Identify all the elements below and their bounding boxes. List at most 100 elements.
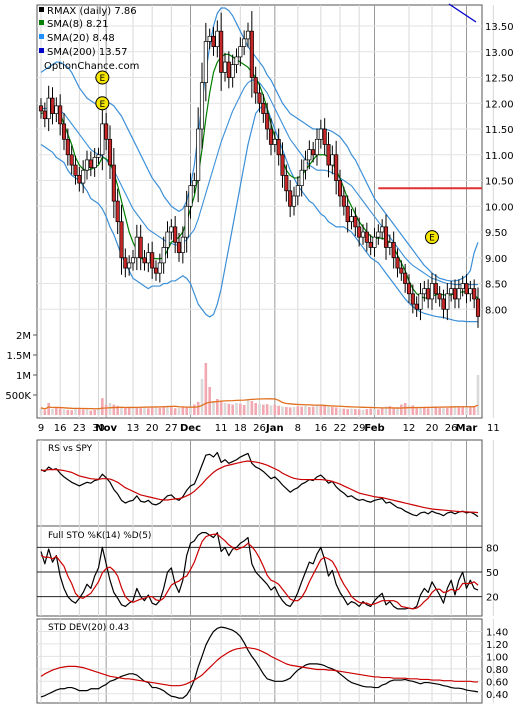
volume-bar [85,409,89,415]
candle-down [219,30,224,73]
candle-down [383,226,389,248]
volume-bar [239,403,242,415]
candle-up [272,138,277,145]
candle-down [77,175,82,184]
volume-bar [193,404,196,415]
candle-up [307,149,312,161]
x-tick-label: 27 [165,423,178,434]
volume-bar [78,408,81,415]
x-tick-label: Nov [95,423,117,434]
volume-bar [423,407,426,415]
x-tick-label: Jan [265,423,284,434]
sto-panel-title: Full STO %K(14) %D(5) [48,531,151,541]
candle-down [88,159,93,168]
volume-bar [39,407,43,415]
std-y-tick-label: 1.40 [486,627,508,638]
candle-down [176,241,182,253]
candle-up [199,82,205,130]
volume-bar [235,403,238,415]
volume-bar [223,403,227,415]
candle-down [42,110,47,120]
volume-bar [108,403,112,415]
volume-bar [62,409,66,415]
candle-down [115,200,120,223]
candles: E E E [38,11,481,328]
candle-up [238,46,243,58]
volume-bar [472,406,476,415]
earnings-marker [95,96,110,111]
volume-bar [288,407,292,415]
volume-bar [438,407,441,415]
candle-up [81,169,86,184]
candle-down [104,123,109,140]
x-tick-label: 12 [403,423,416,434]
candle-up [92,156,97,168]
candle-up [215,30,220,47]
volume-bar [365,409,369,415]
candle-down [69,154,74,166]
x-tick-label: 20 [146,423,159,434]
candle-up [169,226,174,233]
volume-bar [104,405,108,415]
volume-bar [350,408,353,415]
candle-up [372,236,377,248]
candle-up [376,231,381,238]
candle-up [303,159,308,171]
candle-down [410,293,415,305]
candle-up [196,128,201,181]
volume-bar [292,407,296,415]
volume-bar [269,405,273,415]
volume-bar [442,408,445,415]
std-y-tick-label: 1.00 [486,652,508,663]
volume-bar [411,405,415,415]
volume-bar [112,404,116,415]
std-panel-title: STD DEV(20) 0.43 [48,623,129,633]
volume-bar [124,407,127,415]
candle-down [153,267,159,274]
candle-down [472,288,477,300]
volume-bar [465,407,468,415]
volume-bar [147,408,150,415]
volume-bar [81,409,85,415]
x-tick-label: 23 [73,423,86,434]
volume-bar [342,408,346,415]
candle-down [341,195,346,207]
candle-down [437,293,442,300]
x-tick-label: 9 [38,423,44,434]
volume-bar [204,363,208,415]
volume-bar [127,407,131,415]
candle-up [422,288,427,295]
candle-down [403,272,408,284]
volume-bar [296,406,300,415]
std-y-tick-label: 0.40 [486,690,508,701]
volume-bar [311,406,315,415]
candle-up [429,283,435,300]
candle-up [157,262,162,274]
candle-down [337,180,343,197]
volume-bar [185,407,188,415]
volume-bar [315,405,319,415]
volume-bar [457,406,461,415]
std-line-std [40,626,479,699]
candle-up [192,180,197,187]
volume-bar [373,409,376,415]
volume-bar [400,404,403,415]
volume-bar [154,407,158,415]
volume-bar [162,406,165,415]
x-tick-label: 26 [253,423,266,434]
candle-down [395,257,400,269]
candle-down [268,128,274,145]
candle-up [242,38,247,47]
volume-bar [469,406,472,415]
volume-bar [89,410,93,415]
std-y-tick-label: 0.60 [486,677,508,688]
vol-tick-label: 1.5M [6,351,31,362]
volume-bar [327,406,330,415]
x-tick-label: 30 [92,423,105,434]
earnings-label: E [99,74,105,84]
candle-up [360,231,366,238]
volume-bar [200,379,204,415]
legend-entry-price: RMAX (daily) 7.86 [47,6,137,17]
std-y-tick-label: 0.80 [486,665,508,676]
std-line-sma [40,647,478,687]
